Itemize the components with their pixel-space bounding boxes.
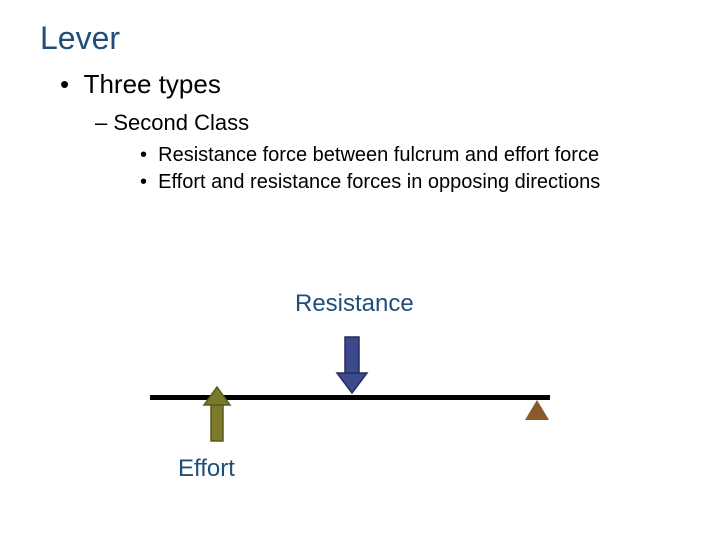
bullet-level2: – Second Class [95,110,680,136]
lever-diagram: Resistance Effort [130,290,590,490]
resistance-label: Resistance [295,290,414,318]
bullet-level3a: • Resistance force between fulcrum and e… [140,144,680,167]
effort-label: Effort [178,455,235,483]
bullet-level3b: • Effort and resistance forces in opposi… [140,171,680,194]
bullet-level1: • Three types [60,69,680,100]
bullet-l1-text: Three types [84,69,221,99]
bullet-l3a-text: Resistance force between fulcrum and eff… [158,144,599,166]
bullet-l3b-text: Effort and resistance forces in opposing… [158,171,600,193]
resistance-arrow-icon [335,335,369,400]
slide-content: Lever • Three types – Second Class • Res… [0,0,720,218]
effort-arrow-icon [202,385,232,448]
fulcrum-icon [525,400,549,420]
slide-title: Lever [40,20,680,57]
bullet-l2-text: Second Class [113,110,249,135]
